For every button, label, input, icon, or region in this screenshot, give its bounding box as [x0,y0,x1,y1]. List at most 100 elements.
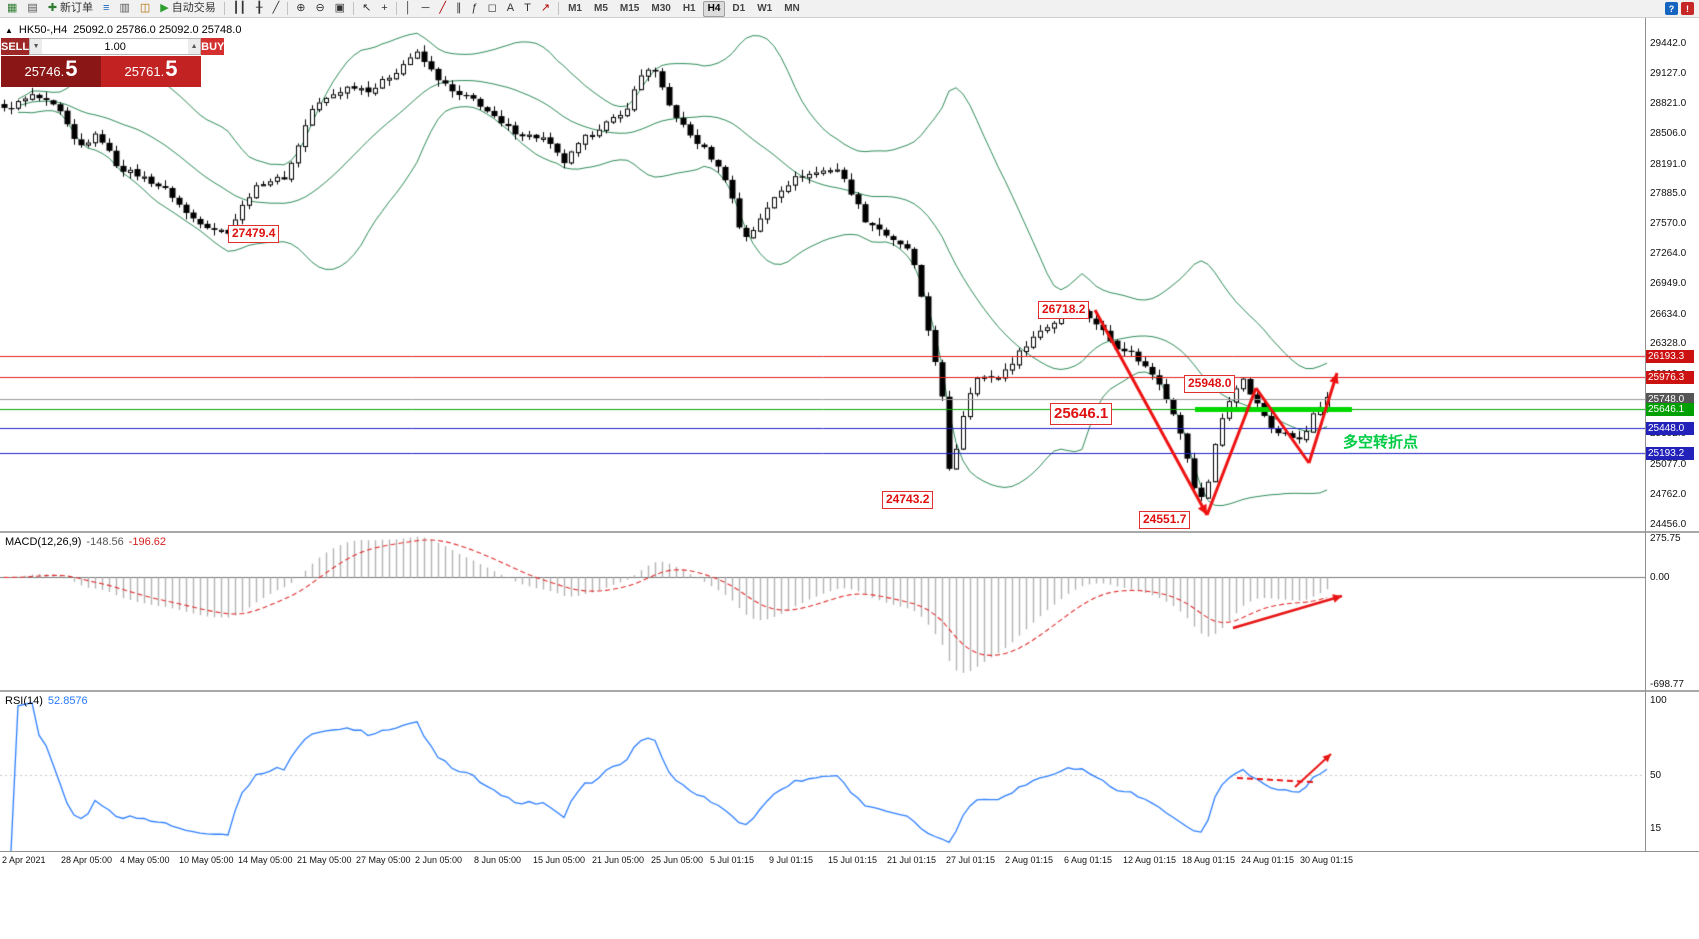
shapes-icon: ◻ [487,2,497,14]
price-axis-tick: 27570.0 [1650,218,1687,230]
time-axis-label: 15 Jul 01:15 [828,855,878,865]
text-button[interactable]: A [503,0,518,17]
timeframe-h1-button[interactable]: H1 [682,2,696,14]
new-order-button-label: 新订单 [60,2,94,14]
price-level-label[interactable]: 25646.1 [1646,402,1694,416]
price-chart-canvas[interactable] [0,18,1645,531]
channel-button[interactable]: ∥ [452,0,466,17]
arrow-styles-button[interactable]: ↗ [537,0,554,17]
buy-button[interactable]: BUY [201,38,225,55]
data-window-icon: ▥ [119,2,130,14]
time-axis-label: 24 Aug 01:15 [1241,855,1295,865]
buy-price-main: 25761. [124,64,165,79]
autotrading-button[interactable]: ▶ 自动交易 [156,0,219,17]
price-annotation[interactable]: 24551.7 [1139,511,1191,529]
shapes-button[interactable]: ◻ [484,0,501,17]
volume-stepper-up[interactable]: ▲ [188,39,201,54]
bars-chart-button[interactable]: ┃┃ [229,0,250,17]
candles-chart-icon: ╂ [255,2,263,14]
horizontal-line-icon: ─ [421,2,430,14]
time-axis-label: 21 Jun 05:00 [592,855,645,865]
new-order-button[interactable]: ✚ 新订单 [44,0,97,17]
crosshair-icon: + [381,2,388,14]
timeframe-h4-button[interactable]: H4 [702,0,726,17]
data-window-button[interactable]: ▥ [115,0,133,17]
trendline-icon: ╱ [439,2,447,14]
fibonacci-button[interactable]: ƒ [468,0,482,17]
current-price-label[interactable]: 25748.0 [1646,393,1694,407]
rsi-panel-separator[interactable] [0,690,1699,692]
macd-indicator-label: MACD(12,26,9) -148.56 -196.62 [5,536,166,548]
time-axis-label: 15 Jun 05:00 [533,855,586,865]
zoom-in-button[interactable]: ⊕ [292,0,309,17]
time-axis-label: 21 Jul 01:15 [887,855,937,865]
price-annotation[interactable]: 24743.2 [882,491,934,509]
alert-icon[interactable]: ! [1681,2,1694,15]
text-icon: A [506,2,515,14]
time-axis-border [0,851,1699,852]
price-axis-tick: 28821.0 [1650,97,1687,109]
sell-price-button[interactable]: 25746. 5 [1,56,101,87]
toolbar-separator [395,2,397,15]
time-axis-label: 25 Jun 05:00 [651,855,704,865]
price-axis-tick: 29127.0 [1650,68,1687,80]
tile-windows-icon: ▣ [334,2,346,14]
bars-chart-icon: ┃┃ [232,2,246,14]
vertical-line-button[interactable]: │ [401,0,416,17]
price-axis-tick: 28506.0 [1650,128,1687,140]
cursor-button[interactable]: ↖ [358,0,375,17]
profiles-button[interactable]: ▤ [23,0,41,17]
candles-chart-button[interactable]: ╂ [252,0,267,17]
trendline-button[interactable]: ╱ [435,0,450,17]
rsi-axis-tick: 100 [1650,694,1667,706]
buy-price-button[interactable]: 25761. 5 [101,56,201,87]
price-annotation[interactable]: 26718.2 [1038,301,1090,319]
horizontal-line-button[interactable]: ─ [418,0,434,17]
market-watch-icon: ≡ [103,2,110,14]
rsi-axis-tick: 50 [1650,770,1662,782]
sell-button[interactable]: SELL [1,38,30,55]
price-annotation[interactable]: 27479.4 [228,225,280,243]
timeframe-m30-button[interactable]: M30 [651,2,671,14]
price-level-label[interactable]: 26193.3 [1646,350,1694,364]
help-icon[interactable]: ? [1665,2,1678,15]
macd-panel-canvas[interactable] [0,533,1645,690]
autotrading-button-label: 自动交易 [171,2,216,14]
toolbar-separator [287,2,289,15]
sell-price-big-digit: 5 [65,56,78,81]
tile-windows-button[interactable]: ▣ [331,0,349,17]
price-level-label[interactable]: 25976.3 [1646,371,1694,385]
turning-point-note[interactable]: 多空转折点 [1343,434,1419,451]
price-annotation[interactable]: 25646.1 [1050,403,1113,425]
toolbar-right-group: ?! [1665,2,1694,15]
crosshair-button[interactable]: + [377,0,391,17]
rsi-panel-canvas[interactable] [0,692,1645,851]
zoom-out-button[interactable]: ⊖ [311,0,328,17]
line-chart-button[interactable]: ╱ [269,0,284,17]
label-button[interactable]: T [520,0,535,17]
timeframe-d1-button[interactable]: D1 [732,2,746,14]
timeframe-m1-button[interactable]: M1 [568,2,582,14]
time-axis-label: 21 May 05:00 [297,855,352,865]
volume-control: ▼ ▲ [29,38,202,55]
macd-panel-separator[interactable] [0,531,1699,533]
price-level-label[interactable]: 25193.2 [1646,446,1694,460]
symbol-marker-icon: ▲ [5,25,13,35]
timeframe-mn-button[interactable]: MN [784,2,800,14]
price-axis-tick: 26949.0 [1650,278,1687,290]
timeframe-m5-button[interactable]: M5 [594,2,608,14]
time-axis-label: 10 May 05:00 [179,855,234,865]
timeframe-w1-button[interactable]: W1 [757,2,773,14]
navigator-button[interactable]: ◫ [136,0,154,17]
price-annotation[interactable]: 25948.0 [1184,375,1236,393]
zoom-in-icon: ⊕ [296,2,306,14]
volume-input[interactable] [42,39,189,54]
volume-stepper-down[interactable]: ▼ [30,39,43,54]
new-chart-button[interactable]: ▦ [3,0,21,17]
autotrading-button: ▶ [160,2,169,14]
line-chart-icon: ╱ [272,2,280,14]
price-level-label[interactable]: 25448.0 [1646,422,1694,435]
toolbar-separator [223,2,225,15]
market-watch-button[interactable]: ≡ [99,0,113,17]
timeframe-m15-button[interactable]: M15 [619,2,640,14]
